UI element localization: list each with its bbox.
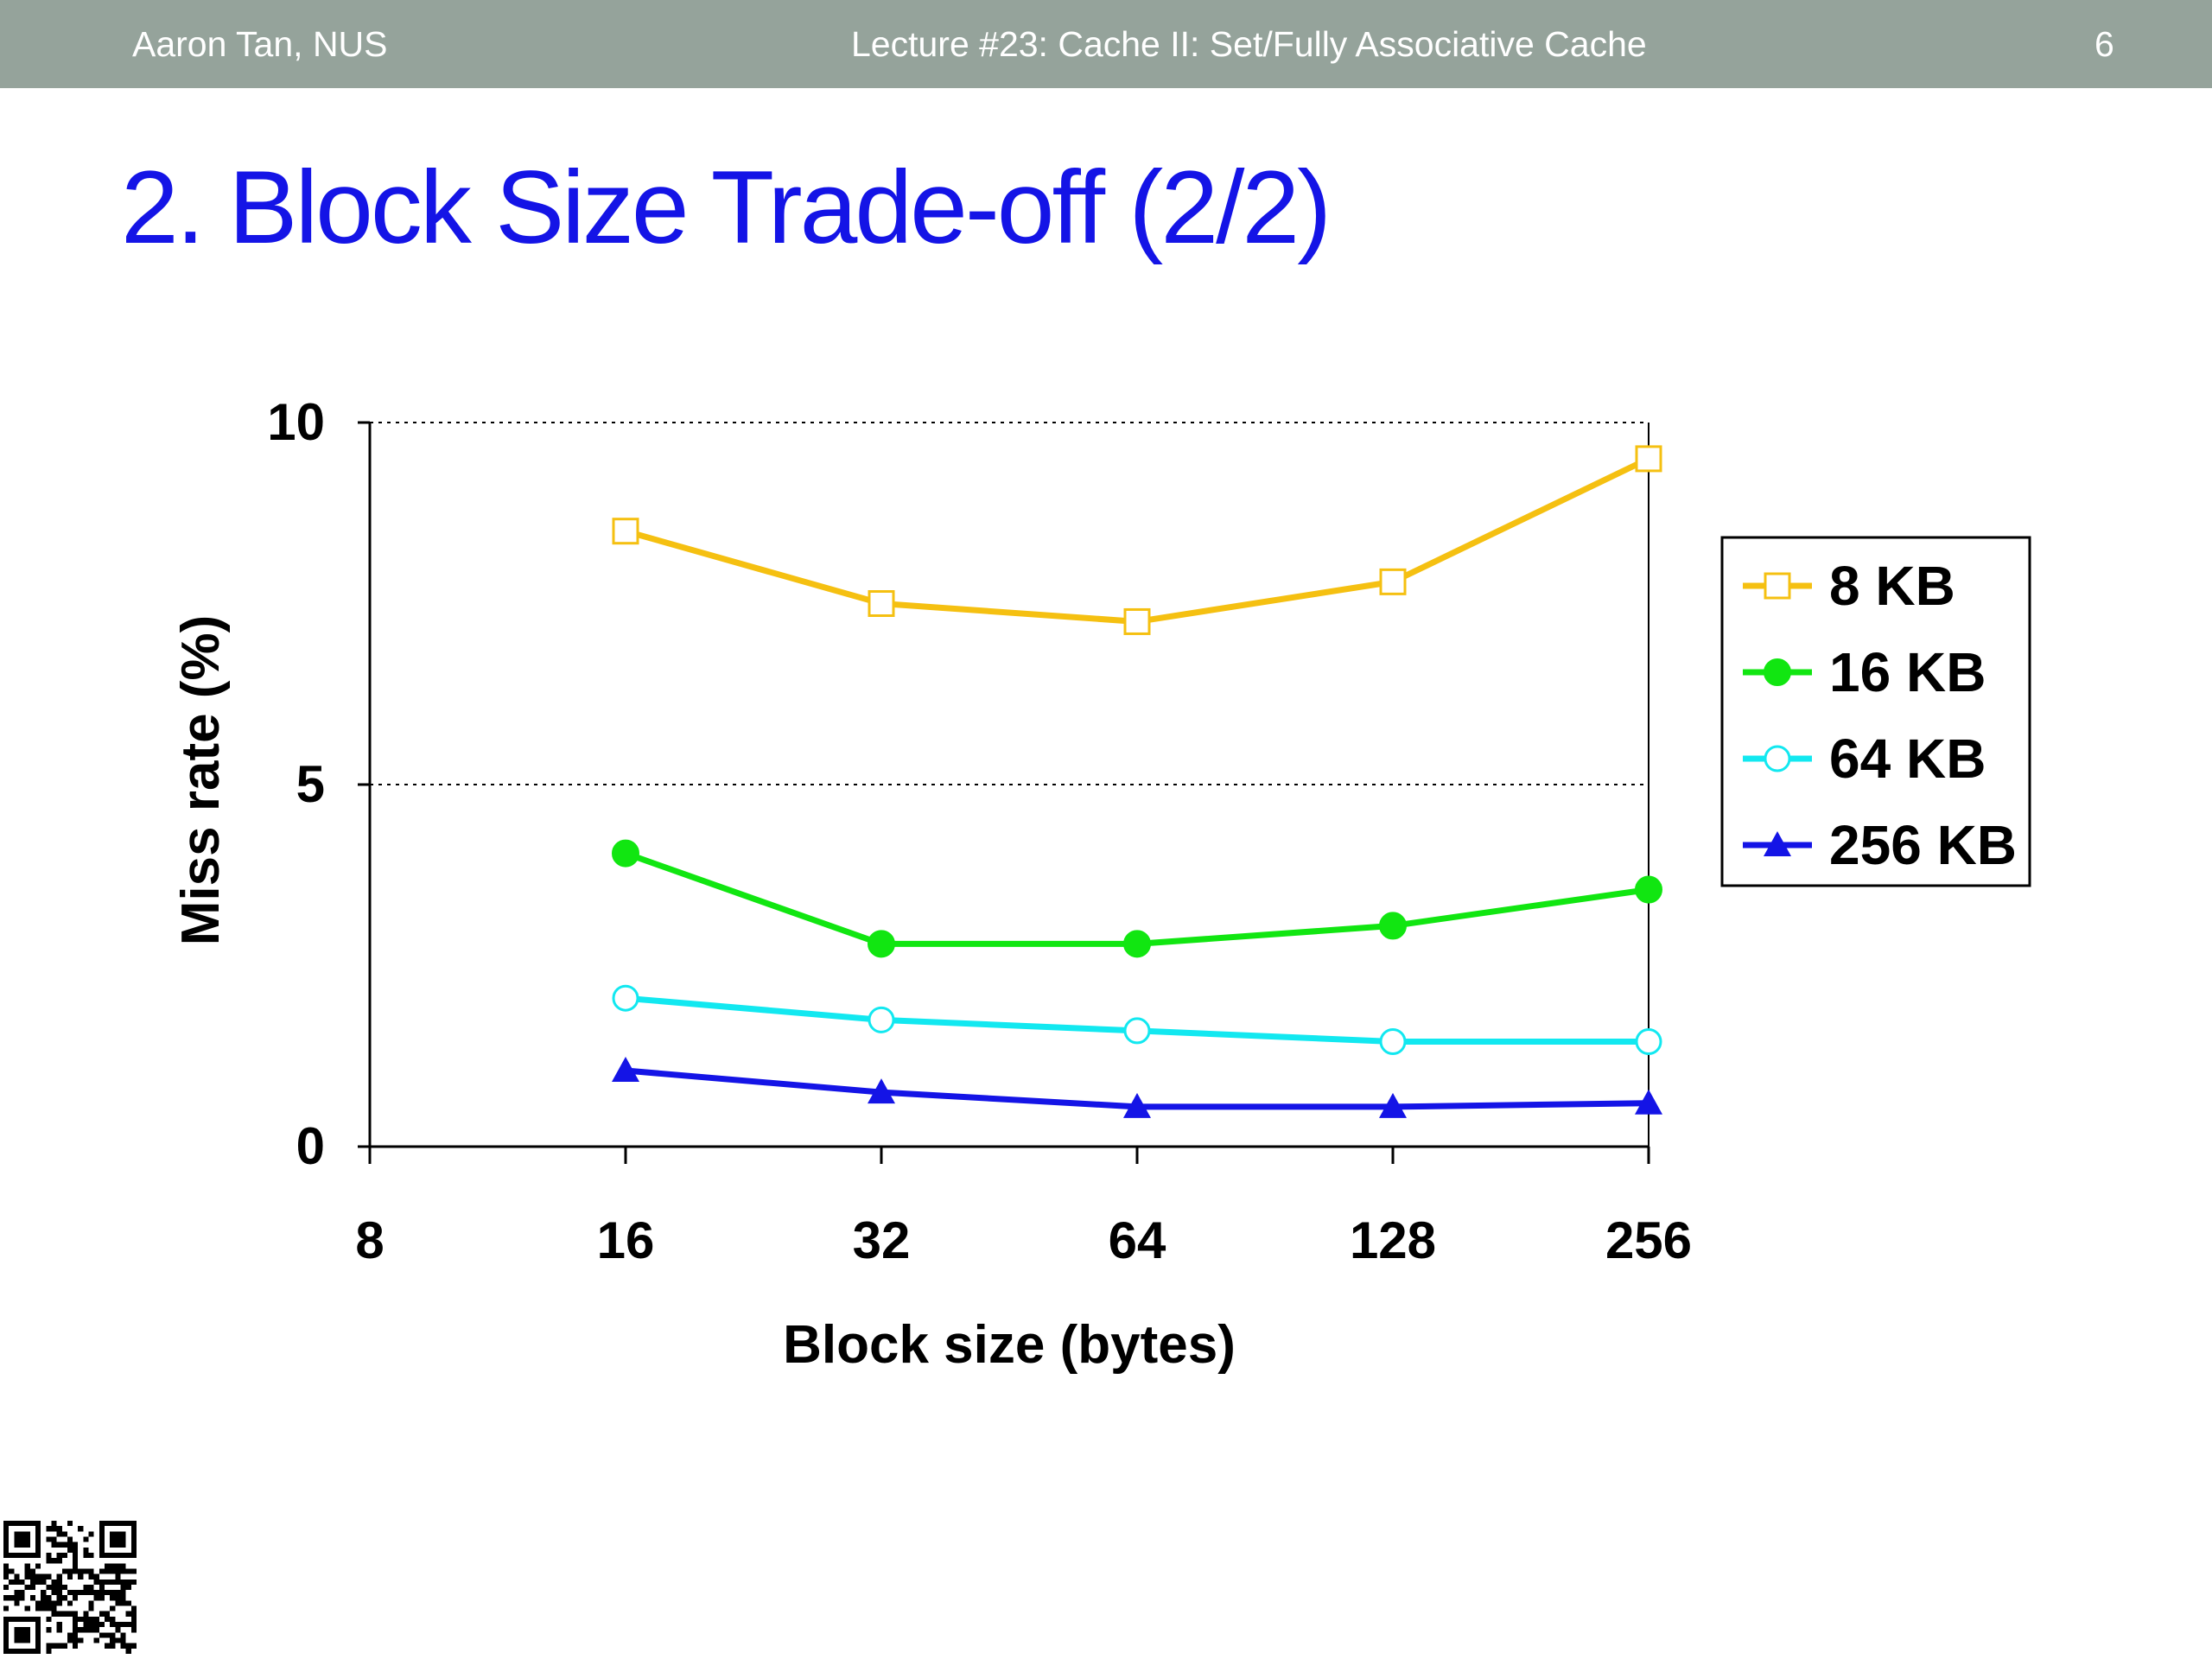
legend-label: 64 KB <box>1829 728 1986 790</box>
header-page-number: 6 <box>2094 24 2114 64</box>
x-tick-label: 8 <box>355 1211 384 1269</box>
data-point <box>1379 1092 1407 1118</box>
legend-marker <box>1764 745 1791 772</box>
legend: 8 KB 16 KB 64 KB 256 KB <box>1720 536 2031 887</box>
data-point <box>868 1078 895 1104</box>
data-point <box>612 1057 639 1083</box>
data-point <box>1123 607 1151 635</box>
slide-title: 2. Block Size Trade-off (2/2) <box>121 149 1332 265</box>
data-point <box>868 930 895 958</box>
legend-marker <box>1764 831 1791 856</box>
legend-marker <box>1764 658 1791 686</box>
data-point <box>612 984 639 1012</box>
data-point <box>1379 568 1407 595</box>
series-8-kb <box>612 445 1662 635</box>
slide-header: Aaron Tan, NUS Lecture #23: Cache II: Se… <box>0 0 2212 88</box>
header-author: Aaron Tan, NUS <box>132 24 388 64</box>
header-lecture-title: Lecture #23: Cache II: Set/Fully Associa… <box>851 24 1647 64</box>
data-point <box>1379 1027 1407 1055</box>
data-point <box>1635 1027 1662 1055</box>
data-point <box>612 839 639 868</box>
qr-code-icon <box>3 1521 137 1654</box>
x-tick-label: 256 <box>1605 1211 1692 1269</box>
legend-label: 256 KB <box>1829 814 2017 876</box>
data-point <box>1123 930 1151 958</box>
series-16-kb <box>612 839 1662 958</box>
data-point <box>1635 445 1662 473</box>
x-tick-label: 16 <box>597 1211 655 1269</box>
data-point <box>868 1006 895 1033</box>
series-line <box>625 455 1650 625</box>
y-tick-label: 10 <box>267 393 325 451</box>
data-point <box>1379 912 1407 940</box>
legend-label: 8 KB <box>1829 555 1955 617</box>
legend-item: 16 KB <box>1743 641 1986 703</box>
series-256-kb <box>612 1057 1662 1118</box>
legend-item: 256 KB <box>1743 814 2017 876</box>
data-point <box>612 518 639 545</box>
data-point <box>1635 1089 1662 1115</box>
legend-box <box>1720 536 2031 887</box>
x-axis-title: Block size (bytes) <box>783 1315 1236 1375</box>
data-point <box>868 590 895 617</box>
data-point <box>1635 875 1662 904</box>
legend-label: 16 KB <box>1829 641 1986 703</box>
y-axis-title: Miss rate (%) <box>171 615 231 945</box>
data-point <box>1123 1017 1151 1045</box>
y-tick-label: 5 <box>296 755 325 813</box>
legend-marker <box>1764 572 1791 600</box>
data-point <box>1123 1092 1151 1118</box>
series-64-kb <box>612 984 1662 1055</box>
x-tick-label: 32 <box>853 1211 911 1269</box>
y-tick-label: 0 <box>296 1117 325 1175</box>
legend-item: 8 KB <box>1743 555 1955 617</box>
legend-item: 64 KB <box>1743 728 1986 790</box>
qr-modules <box>3 1521 137 1654</box>
x-tick-label: 128 <box>1350 1211 1436 1269</box>
x-tick-label: 64 <box>1109 1211 1166 1269</box>
